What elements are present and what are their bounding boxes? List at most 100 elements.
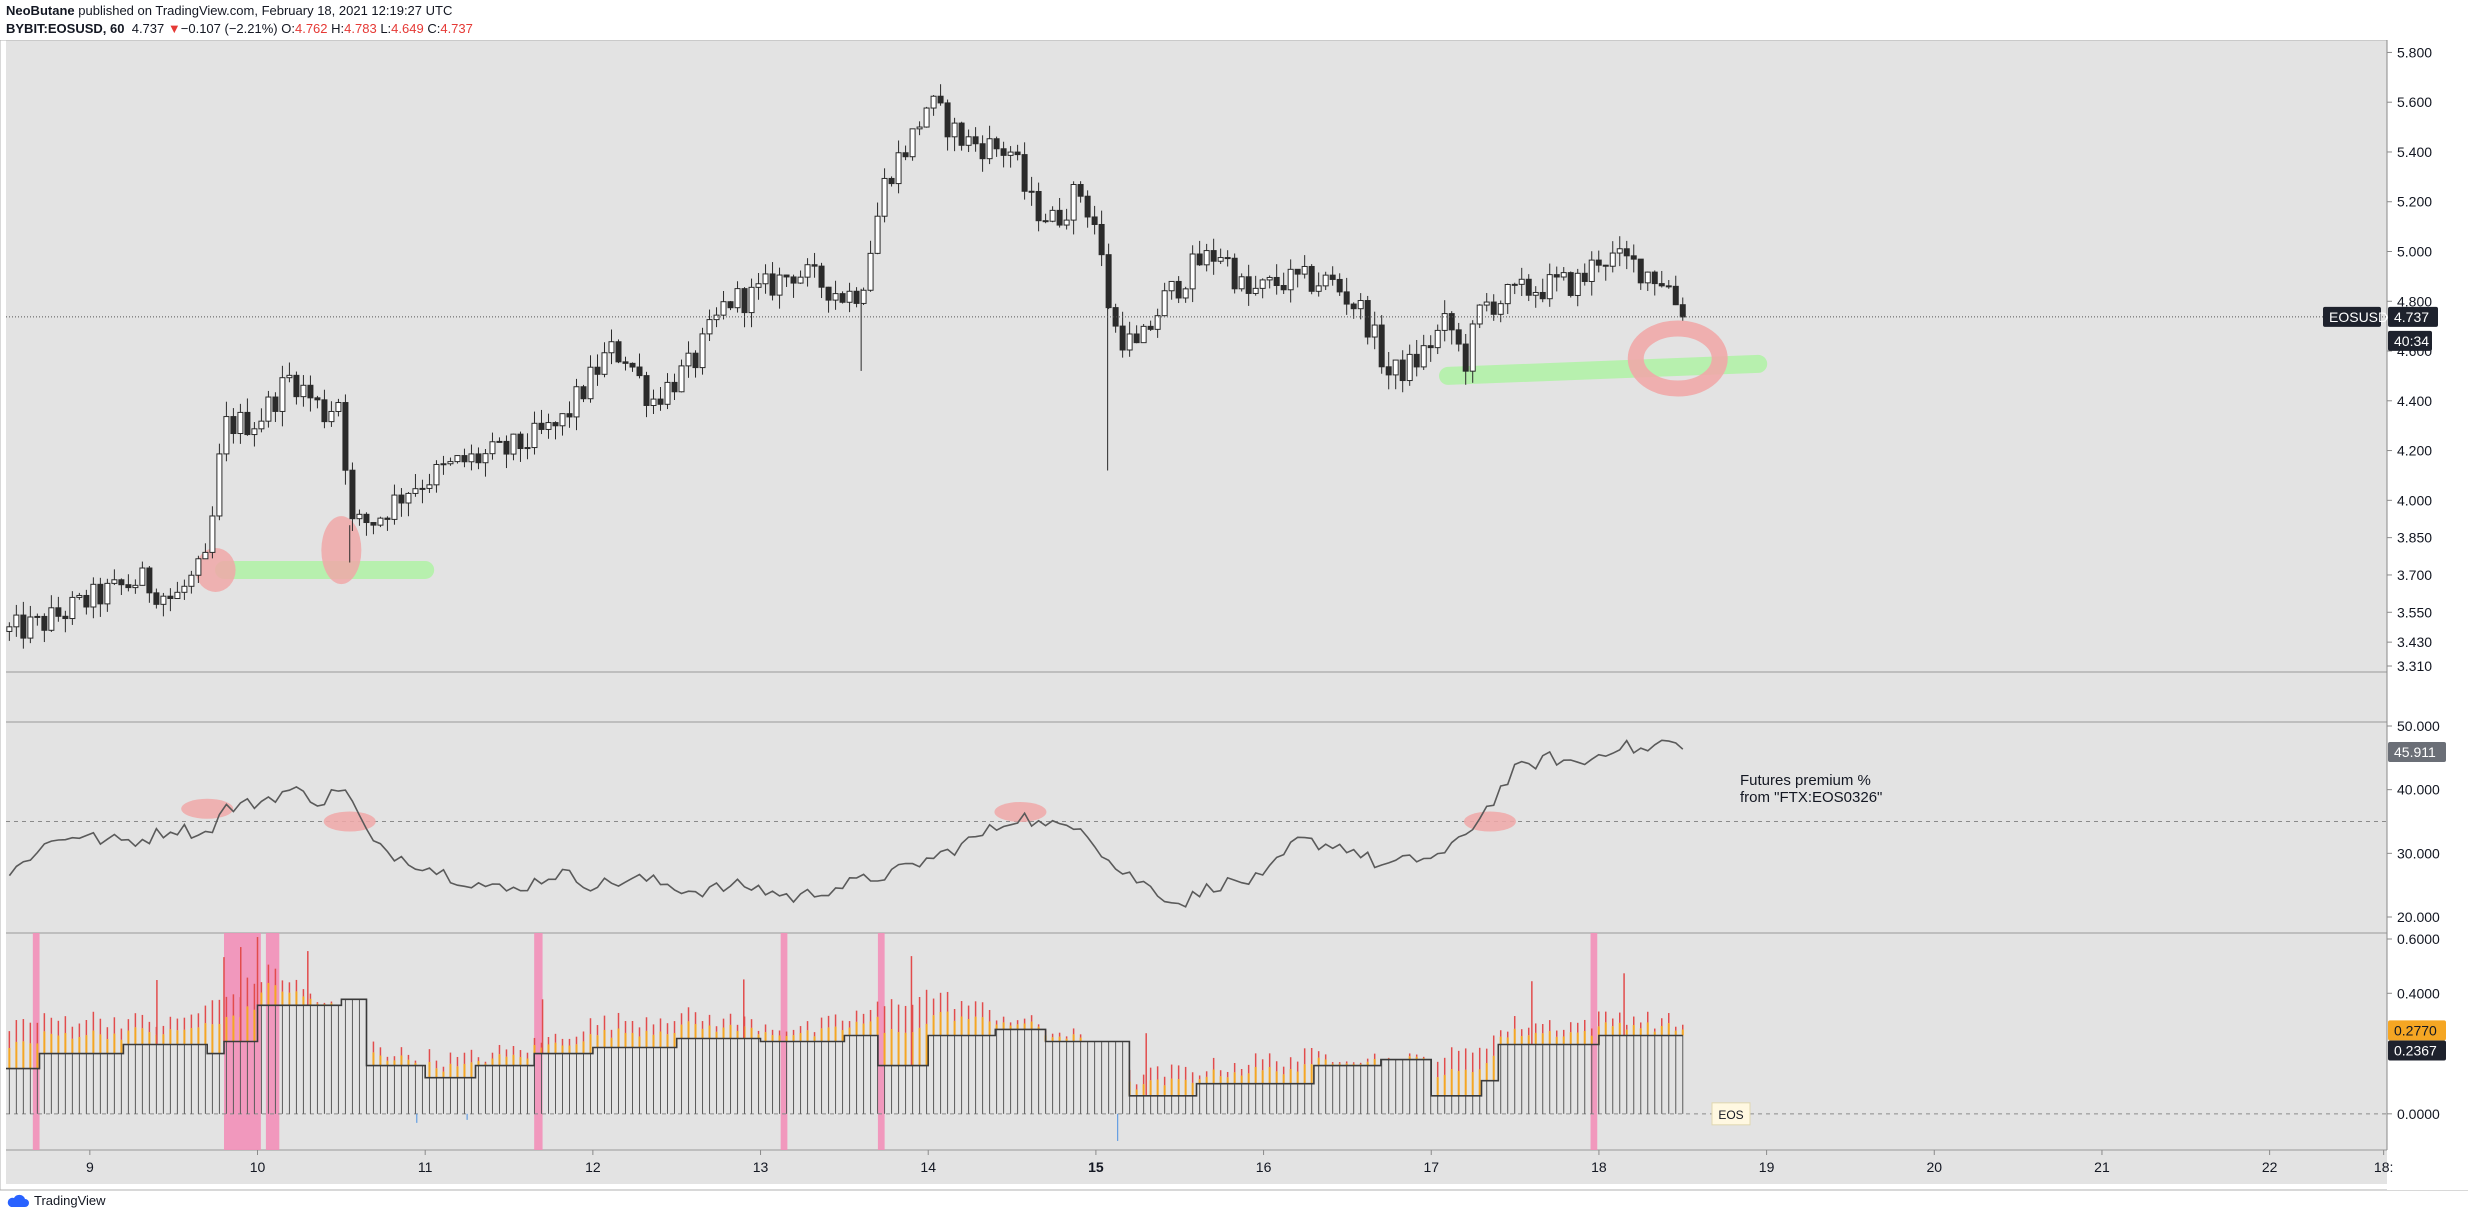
candle-body-up [258,420,265,430]
candle-body-up [867,252,874,291]
candle [552,421,559,440]
candle-body-down [769,273,776,296]
candle [972,127,979,152]
price-axis-bg [2387,40,2468,1190]
candle-body-down [41,615,48,631]
candle [1420,334,1427,370]
candle [1203,243,1210,272]
candle [384,516,391,531]
candle-body-down [979,143,986,160]
candle [1455,322,1462,352]
candle-body-up [1315,285,1322,292]
candle-body-down [594,366,601,375]
candle-body-up [1574,272,1581,296]
candle [531,411,538,455]
candle-body-down [727,301,734,309]
candle [580,384,587,403]
candle [874,202,881,255]
candle-body-down [825,286,832,301]
candle-body-down [1651,271,1658,285]
candle [1637,258,1644,290]
candle-body-up [1357,300,1364,310]
candle-body-down [62,615,69,620]
candle-body-up [1469,323,1476,372]
candle-body-up [776,274,783,296]
candle-body-up [1168,280,1175,292]
time-tick-label: 12 [585,1159,601,1175]
time-tick-label: 14 [920,1159,936,1175]
candle-body-up [685,352,692,367]
candle-body-down [1224,257,1231,260]
histogram-orange-tag-box [2388,1020,2446,1041]
premium-pane[interactable] [6,722,2387,933]
candle [1343,277,1350,315]
candle-body-up [181,585,188,593]
candle-body-down [1196,253,1203,266]
red-mark [323,811,376,832]
candle-body-up [531,422,538,449]
candle-body-up [356,513,363,520]
candle [1119,311,1126,358]
candle-body-down [55,607,62,617]
candle [1651,270,1658,296]
tradingview-footer[interactable]: TradingView [6,1193,106,1209]
candle [1427,335,1434,362]
candle-body-up [1049,209,1056,222]
candle [97,577,104,617]
candle [1644,271,1651,291]
highlight-band [534,933,543,1150]
histogram-tick-label: 0.6000 [2397,931,2440,947]
candle-body-up [265,396,272,422]
symbol-label: BYBIT:EOSUSD, 60 [6,21,125,36]
price-tick-label: 3.430 [2397,634,2432,650]
candle-body-down [342,402,349,471]
candle-body-up [405,492,412,504]
candle [370,522,377,535]
candle [1609,241,1616,273]
histogram-pane[interactable] [6,933,2387,1150]
candle [867,240,874,292]
candle-body-up [279,377,286,412]
candle [923,106,930,128]
candle [699,327,706,375]
candle [769,262,776,301]
candle-body-down [349,469,356,520]
last-price: 4.737 [131,21,165,36]
candle-body-down [1364,300,1371,338]
candle [1140,324,1147,344]
candle-body-up [1511,283,1518,286]
candle-body-down [1448,313,1455,331]
candle [895,140,902,194]
high-value: 4.783 [344,21,377,36]
candle [279,365,286,427]
candle [258,408,265,433]
candle [34,613,41,626]
candle [202,543,209,560]
candle [1070,181,1077,235]
candle [335,398,342,417]
chart-area[interactable]: EOS Futures premium %from "FTX:EOS0326" … [0,40,2468,1200]
candle [461,448,468,468]
candle-body-up [1203,250,1210,266]
candle [454,455,461,464]
time-tick-label: 18 [1591,1159,1607,1175]
candle-body-up [951,122,958,138]
candle-body-down [244,411,251,436]
candle-body-up [909,128,916,158]
publish-info: published on TradingView.com, February 1… [78,3,453,18]
candle-body-up [601,352,608,375]
candle-body-up [706,319,713,335]
candle [363,512,370,536]
candle [1315,272,1322,297]
candle [566,401,573,428]
candle-body-up [1588,259,1595,282]
histogram-gray-tag-text: 0.2367 [2394,1042,2437,1058]
candle [762,264,769,294]
candle [265,390,272,428]
premium-label-title: Futures premium % [1740,772,1871,789]
premium-tick-label: 30.000 [2397,845,2440,861]
candle-body-up [1140,325,1147,344]
candle [1224,250,1231,267]
candle [307,375,314,412]
symbol-tag-text: EOSUSD [2329,309,2388,325]
